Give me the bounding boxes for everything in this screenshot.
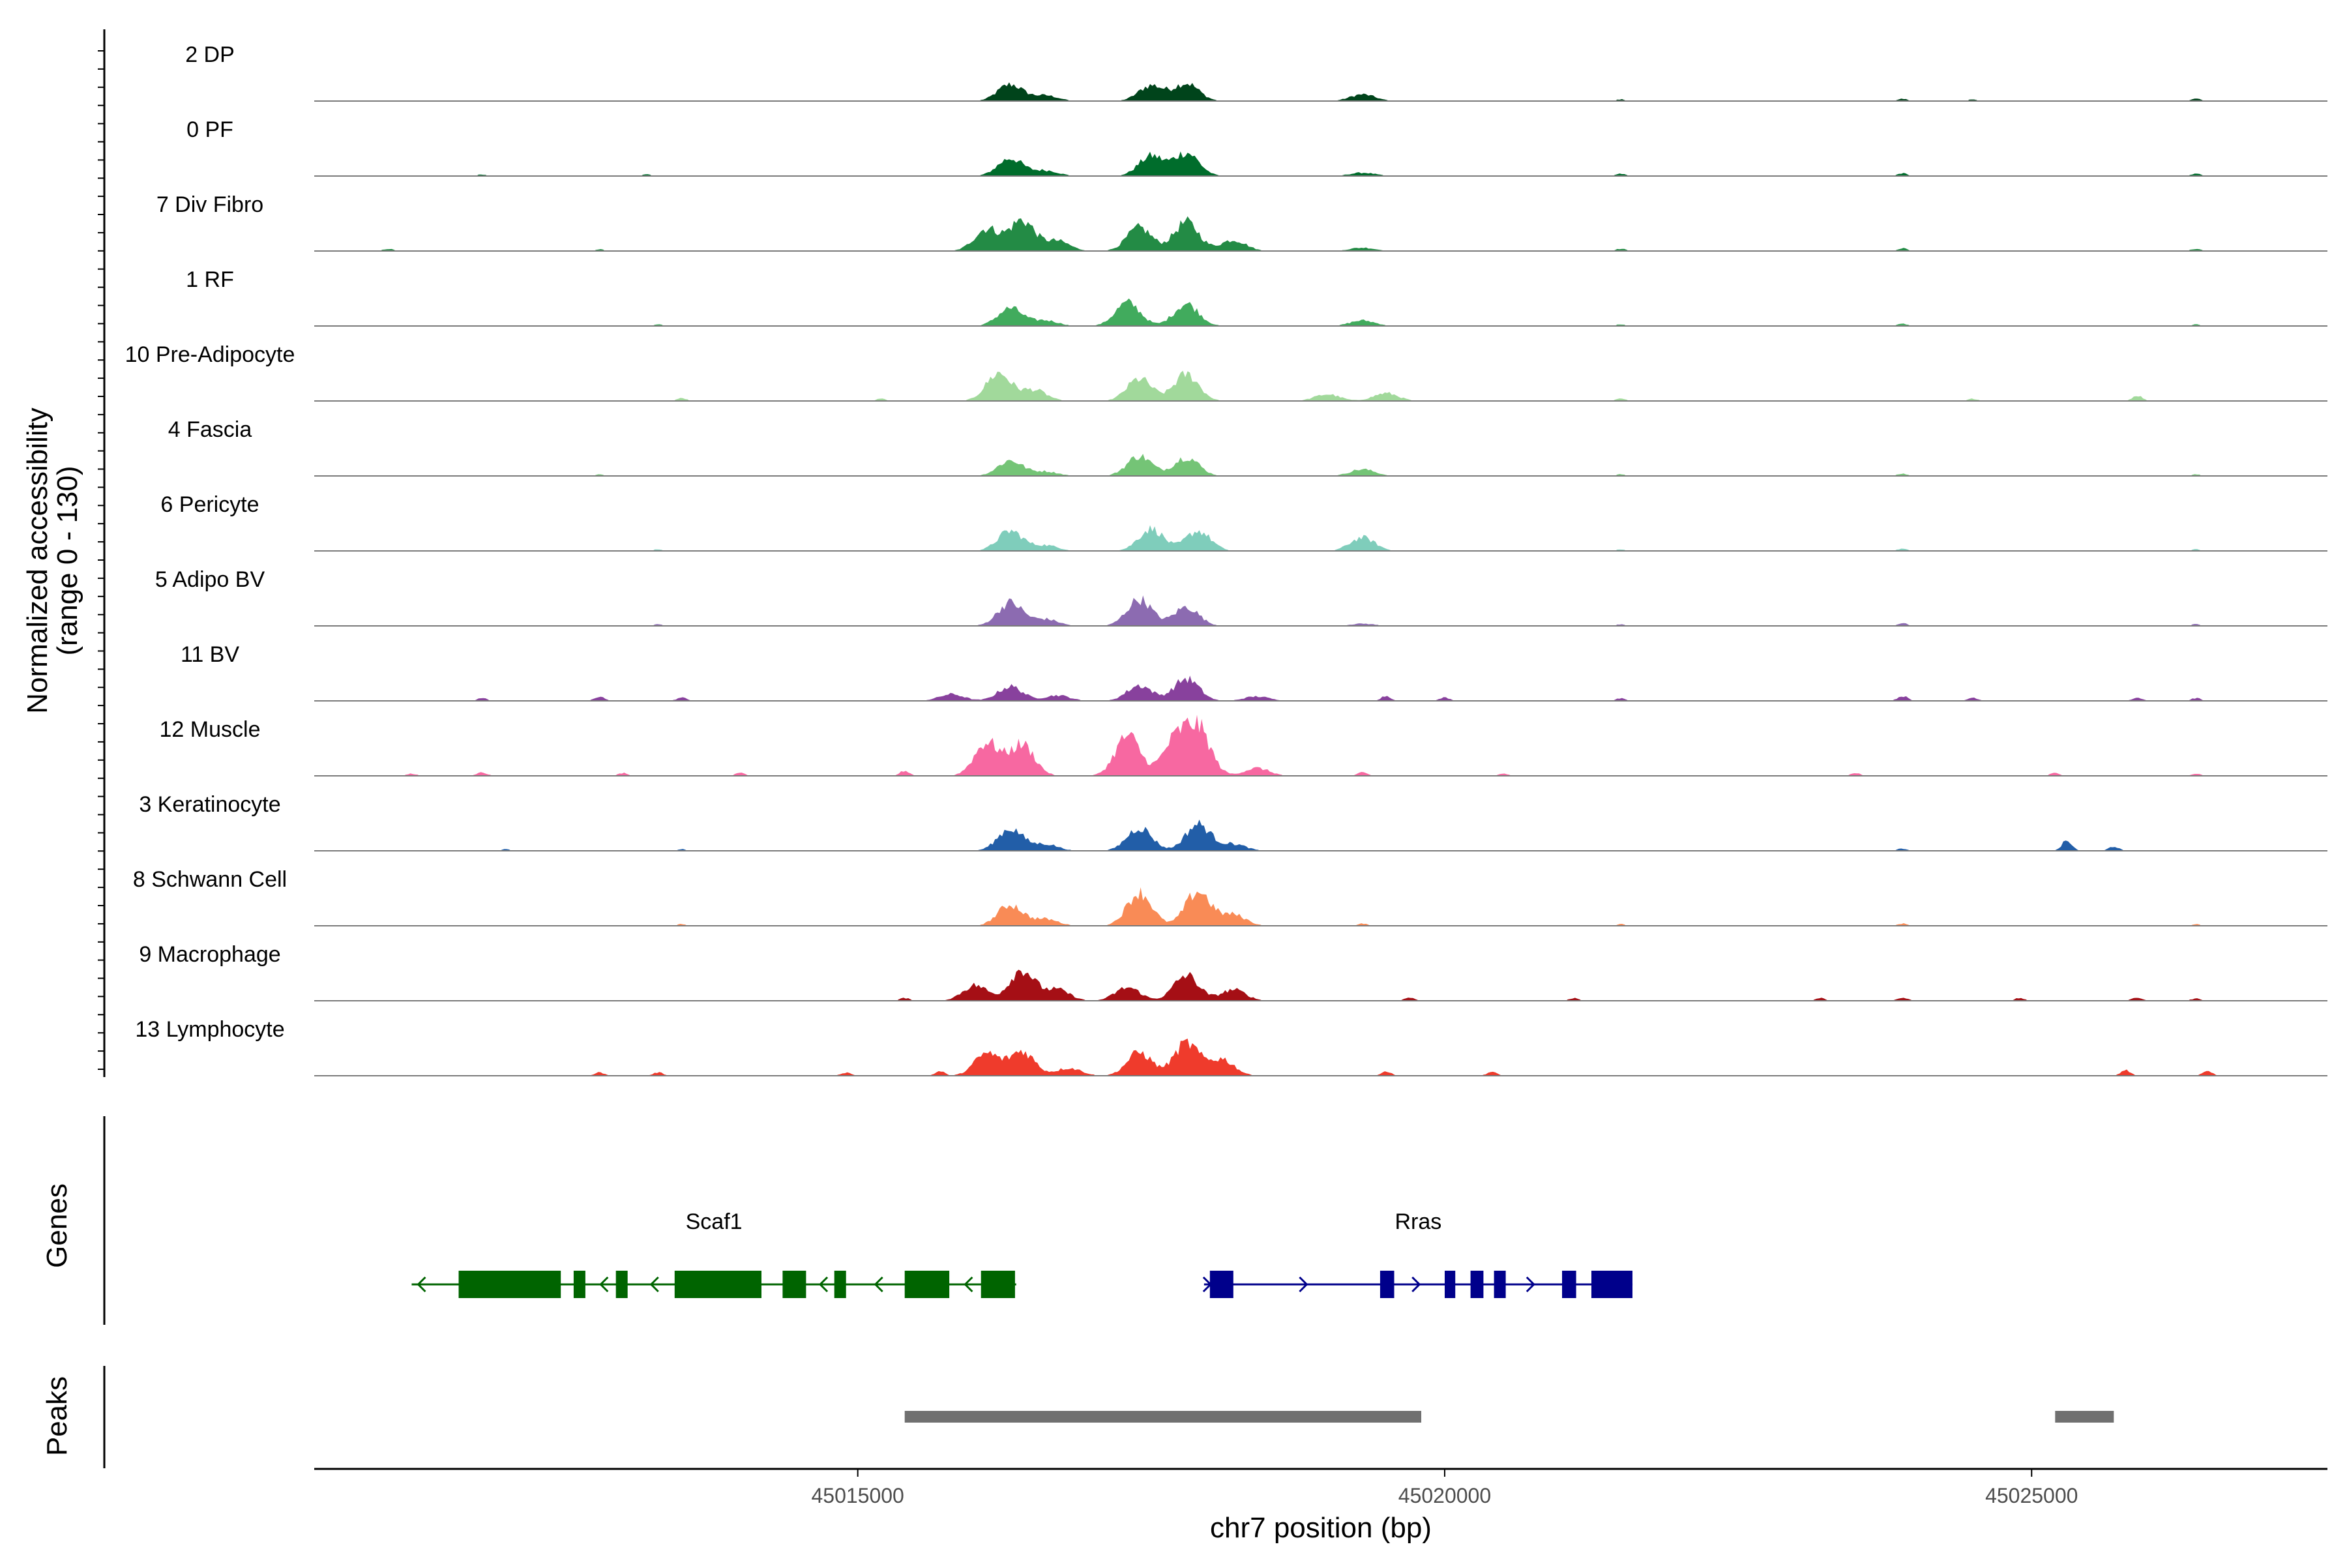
- gene-exon: [834, 1271, 846, 1298]
- gene: Scaf1: [411, 1209, 1016, 1298]
- peak-region: [904, 1411, 1421, 1423]
- gene-exon: [981, 1271, 1015, 1298]
- gene-exon: [1445, 1271, 1456, 1298]
- track: 4 Fascia: [168, 417, 2327, 477]
- track-area: [314, 151, 2327, 176]
- track-area: [314, 454, 2327, 476]
- gene-exon: [1209, 1271, 1233, 1298]
- track-area: [314, 525, 2327, 551]
- peaks-panel: [103, 1366, 2114, 1468]
- strand-arrow: [818, 1276, 829, 1293]
- track-label: 2 DP: [185, 42, 235, 67]
- track: 10 Pre-Adipocyte: [125, 342, 2327, 402]
- track-label: 12 Muscle: [160, 717, 261, 742]
- track: 2 DP: [185, 42, 2327, 102]
- x-axis-label: chr7 position (bp): [1210, 1512, 1432, 1544]
- track-label: 4 Fascia: [168, 417, 252, 442]
- x-axis-tick-label: 45025000: [1985, 1484, 2078, 1507]
- panel-y-label-line1: Normalized accessibility: [22, 407, 53, 713]
- gene-exon: [904, 1271, 950, 1298]
- gene-exon: [1380, 1271, 1395, 1298]
- track-label: 8 Schwann Cell: [133, 867, 287, 892]
- track-area: [314, 887, 2327, 926]
- strand-arrow: [417, 1276, 426, 1293]
- x-axis-tick-label: 45015000: [811, 1484, 904, 1507]
- gene-exon: [1494, 1271, 1506, 1298]
- track-area: [314, 820, 2327, 851]
- track-label: 13 Lymphocyte: [135, 1017, 284, 1042]
- strand-arrow: [964, 1276, 973, 1293]
- gene-exon: [573, 1271, 585, 1298]
- coverage-tracks: 2 DP 0 PF 7 Div Fibro 1 RF 10 Pre-Adipocyte 4…: [125, 42, 2327, 1076]
- track: 5 Adipo BV: [155, 567, 2327, 627]
- left-axis: [98, 29, 106, 1077]
- track-label: 7 Div Fibro: [156, 192, 263, 217]
- strand-arrow: [599, 1276, 609, 1293]
- track: 0 PF: [186, 117, 2327, 177]
- track-label: 10 Pre-Adipocyte: [125, 342, 295, 367]
- strand-arrow: [874, 1276, 883, 1293]
- track-label: 5 Adipo BV: [155, 567, 265, 592]
- gene-exon: [458, 1271, 561, 1298]
- track-area: [314, 216, 2327, 251]
- track-label: 0 PF: [186, 117, 233, 142]
- gene-exon: [1470, 1271, 1484, 1298]
- track-area: [314, 595, 2327, 626]
- track-area: [314, 715, 2327, 776]
- track-area: [314, 370, 2327, 401]
- track-label: 6 Pericyte: [160, 492, 259, 517]
- track: 9 Macrophage: [139, 942, 2327, 1001]
- genes-panel: Scaf1 Rras: [103, 1116, 1633, 1325]
- track: 11 BV: [181, 642, 2327, 702]
- track: 3 Keratinocyte: [139, 792, 2327, 851]
- peak-region: [2055, 1411, 2114, 1423]
- gene-exon: [674, 1271, 761, 1298]
- panel-y-label-line2: (range 0 - 130): [52, 466, 83, 655]
- track-label: 3 Keratinocyte: [139, 792, 280, 817]
- track-area: [314, 675, 2327, 701]
- gene-name: Rras: [1395, 1209, 1442, 1234]
- track-area: [314, 969, 2327, 1001]
- x-axis: 45015000 45020000 45025000: [314, 1468, 2327, 1507]
- gene-exon: [782, 1271, 806, 1298]
- gene: Rras: [1202, 1209, 1633, 1298]
- gene-exon: [615, 1271, 628, 1298]
- track-label: 11 BV: [181, 642, 239, 667]
- track-area: [314, 1038, 2327, 1076]
- gene-exon: [1591, 1271, 1632, 1298]
- track-area: [314, 298, 2327, 326]
- track: 8 Schwann Cell: [133, 867, 2327, 926]
- gene-exon: [1562, 1271, 1576, 1298]
- strand-arrow: [1411, 1276, 1421, 1293]
- strand-arrow: [1526, 1276, 1535, 1293]
- track: 7 Div Fibro: [156, 192, 2327, 252]
- track: 1 RF: [186, 267, 2327, 327]
- track-label: 9 Macrophage: [139, 942, 280, 967]
- strand-arrow: [1299, 1276, 1308, 1293]
- peaks-panel-label: Peaks: [41, 1376, 73, 1456]
- gene-name: Scaf1: [686, 1209, 743, 1234]
- track-area: [314, 82, 2327, 101]
- track-label: 1 RF: [186, 267, 234, 292]
- x-axis-tick-label: 45020000: [1398, 1484, 1491, 1507]
- track: 13 Lymphocyte: [135, 1017, 2327, 1076]
- genes-panel-label: Genes: [41, 1183, 73, 1268]
- track: 12 Muscle: [160, 715, 2327, 777]
- track: 6 Pericyte: [160, 492, 2327, 552]
- strand-arrow: [649, 1276, 659, 1293]
